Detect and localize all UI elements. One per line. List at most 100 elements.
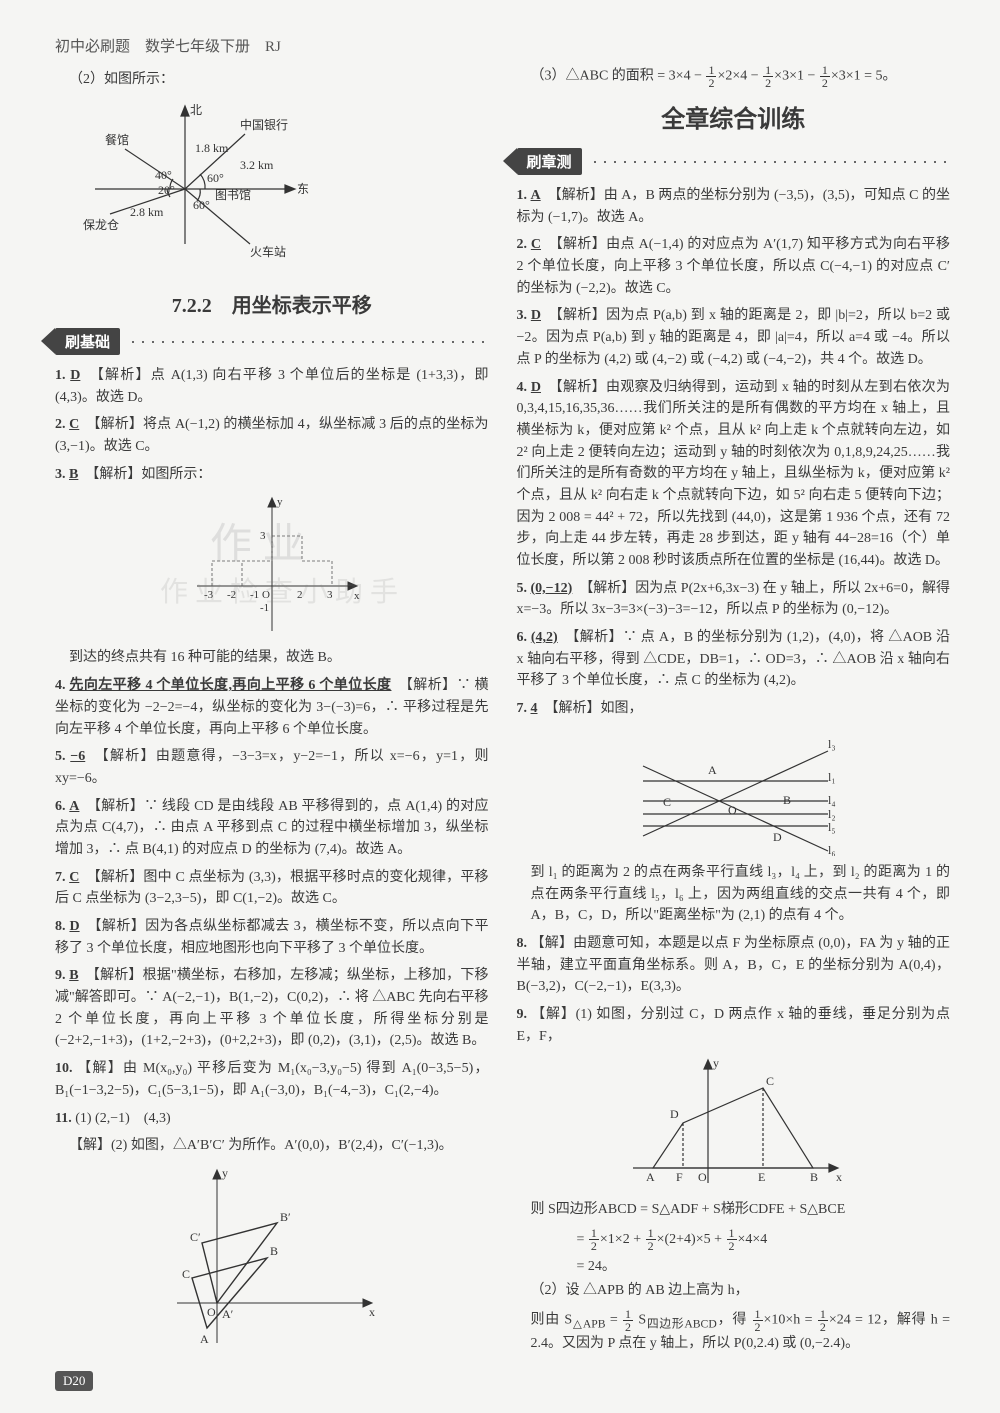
- r-item-9c: 则由 S△APB = 12 S四边形ABCD，得 12×10×h = 12×24…: [517, 1308, 951, 1355]
- dots-divider: [590, 161, 950, 163]
- svg-text:餐馆: 餐馆: [105, 132, 129, 147]
- svg-text:O: O: [207, 1305, 216, 1319]
- right-top-formula: （3）△ABC 的面积 = 3×4 − 12×2×4 − 12×3×1 − 12…: [517, 64, 951, 89]
- svg-text:60°: 60°: [207, 171, 224, 185]
- lines-diagram: l₃ l₁ l₄ l₂ l₅ l₆ A B C D O: [628, 726, 838, 856]
- svg-text:C′: C′: [190, 1230, 201, 1244]
- r-item-9a: 9. 【解】(1) 如图，分别过 C，D 两点作 x 轴的垂线，垂足分别为点 E…: [517, 1004, 951, 1047]
- svg-text:B: B: [783, 793, 791, 807]
- r-item-2: 2. C 【解析】由点 A(−1,4) 的对应点为 A′(1,7) 知平移方式为…: [517, 234, 951, 299]
- svg-text:F: F: [676, 1170, 683, 1184]
- r-item-4: 4. D 【解析】由观察及归纳得到，运动到 x 轴的时刻从左到右依次为 0,3,…: [517, 377, 951, 572]
- dots-divider: [128, 341, 488, 343]
- svg-text:60°: 60°: [193, 198, 210, 212]
- svg-text:B: B: [810, 1170, 818, 1184]
- item-10: 10. 【解】由 M(x₀,y₀) 平移后变为 M₁(x₀−3,y₀−5) 得到…: [55, 1058, 489, 1101]
- grid-diagram: x y O -3 -2 -1 2 3 3 -1: [182, 491, 362, 641]
- svg-text:A′: A′: [222, 1307, 234, 1321]
- svg-text:东: 东: [297, 182, 309, 196]
- r-item-3: 3. D 【解析】因为点 P(a,b) 到 x 轴的距离是 2，即 |b|=2，…: [517, 305, 951, 370]
- svg-text:3: 3: [260, 530, 266, 542]
- left-column: （2）如图所示： 北 东 中国银行 餐馆: [55, 64, 489, 1361]
- svg-text:1.8 km: 1.8 km: [195, 141, 229, 155]
- svg-text:C: C: [766, 1074, 774, 1088]
- svg-text:北: 北: [190, 103, 202, 117]
- svg-text:B′: B′: [280, 1210, 291, 1224]
- svg-text:3.2 km: 3.2 km: [240, 158, 274, 172]
- triangle-diagram: y x O A′ A B B′ C C′: [162, 1163, 382, 1353]
- badge-row-test: 刷章测: [517, 148, 951, 175]
- svg-text:A: A: [200, 1332, 209, 1346]
- r-item-9b: （2）设 △APB 的 AB 边上高为 h，: [517, 1280, 951, 1302]
- item-3: 3. B 【解析】如图所示：: [55, 464, 489, 486]
- svg-text:x: x: [354, 590, 360, 602]
- r-item-9-formula2: = 12×1×2 + 12×(2+4)×5 + 12×4×4: [517, 1227, 951, 1254]
- item-4: 4. 先向左平移 4 个单位长度,再向上平移 6 个单位长度 【解析】∵ 横坐标…: [55, 675, 489, 740]
- svg-text:y: y: [713, 1056, 719, 1070]
- svg-text:l₄: l₄: [828, 793, 836, 807]
- r-item-9-formula1: 则 S四边形ABCD = S△ADF + S梯形CDFE + S△BCE: [517, 1199, 951, 1221]
- svg-text:2: 2: [297, 589, 303, 601]
- badge-test: 刷章测: [517, 148, 582, 175]
- svg-text:20°: 20°: [158, 183, 175, 197]
- r-item-7-tail: 到 l₁ 的距离为 2 的点在两条平行直线 l₃，l₄ 上，到 l₂ 的距离为 …: [517, 862, 951, 927]
- chapter-title: 全章综合训练: [517, 99, 951, 134]
- item-8: 8. D 【解析】因为各点纵坐标都减去 3，横坐标不变，所以点向下平移了 3 个…: [55, 916, 489, 959]
- svg-text:E: E: [758, 1170, 765, 1184]
- svg-text:D: D: [773, 830, 782, 844]
- svg-text:中国银行: 中国银行: [240, 117, 288, 132]
- item-7: 7. C 【解析】图中 C 点坐标为 (3,3)，根据平移时点的变化规律，平移后…: [55, 867, 489, 910]
- svg-text:-3: -3: [204, 589, 214, 601]
- svg-text:y: y: [277, 496, 283, 508]
- svg-text:l₆: l₆: [828, 843, 836, 856]
- svg-text:l₅: l₅: [828, 820, 836, 834]
- r-item-5: 5. (0,−12) 【解析】因为点 P(2x+6,3x−3) 在 y 轴上，所…: [517, 578, 951, 621]
- svg-text:-2: -2: [227, 589, 236, 601]
- item-6: 6. A 【解析】∵ 线段 CD 是由线段 AB 平移得到的，点 A(1,4) …: [55, 796, 489, 861]
- svg-text:l₂: l₂: [828, 807, 836, 821]
- two-column-layout: （2）如图所示： 北 东 中国银行 餐馆: [55, 64, 950, 1361]
- right-column: （3）△ABC 的面积 = 3×4 − 12×2×4 − 12×3×1 − 12…: [517, 64, 951, 1361]
- item-2: 2. C 【解析】将点 A(−1,2) 的横坐标加 4，纵坐标减 3 后的点的坐…: [55, 414, 489, 457]
- svg-text:O: O: [728, 803, 737, 817]
- r-item-1: 1. A 【解析】由 A，B 两点的坐标分别为 (−3,5)，(3,5)，可知点…: [517, 185, 951, 228]
- svg-text:D: D: [670, 1107, 679, 1121]
- svg-text:O: O: [262, 589, 270, 601]
- svg-text:x: x: [369, 1305, 375, 1319]
- svg-text:保龙仓: 保龙仓: [83, 218, 119, 232]
- svg-text:x: x: [836, 1170, 842, 1184]
- item-3-tail: 到达的终点共有 16 种可能的结果，故选 B。: [55, 647, 489, 669]
- item-5: 5. −6 【解析】由题意得，−3−3=x，y−2=−1，所以 x=−6，y=1…: [55, 746, 489, 789]
- svg-text:2.8 km: 2.8 km: [130, 205, 164, 219]
- svg-text:C: C: [663, 795, 671, 809]
- r-item-8: 8. 【解】由题意可知，本题是以点 F 为坐标原点 (0,0)，FA 为 y 轴…: [517, 933, 951, 998]
- svg-text:-1: -1: [250, 589, 259, 601]
- svg-text:图书馆: 图书馆: [215, 187, 251, 202]
- svg-text:A: A: [646, 1170, 655, 1184]
- svg-text:y: y: [222, 1166, 228, 1180]
- page-header: 初中必刷题 数学七年级下册 RJ: [55, 35, 950, 56]
- svg-text:O: O: [698, 1170, 707, 1184]
- svg-text:40°: 40°: [155, 168, 172, 182]
- section-title: 7.2.2 用坐标表示平移: [55, 289, 489, 318]
- svg-text:B: B: [270, 1244, 278, 1258]
- r-item-7: 7. 4 【解析】如图，: [517, 698, 951, 720]
- compass-diagram: 北 东 中国银行 餐馆 保龙仓 图书馆 火车站 1.8 km 3.2 km 2.…: [55, 94, 315, 264]
- r-item-6: 6. (4,2) 【解析】∵ 点 A，B 的坐标分别为 (1,2)，(4,0)，…: [517, 627, 951, 692]
- item-1: 1. D 【解析】点 A(1,3) 向右平移 3 个单位后的坐标是 (1+3,3…: [55, 365, 489, 408]
- item-11b: 【解】(2) 如图，△A′B′C′ 为所作。A′(0,0)，B′(2,4)，C′…: [55, 1135, 489, 1157]
- svg-text:-1: -1: [260, 602, 269, 614]
- svg-text:l₁: l₁: [828, 770, 836, 784]
- badge-basic: 刷基础: [55, 328, 120, 355]
- page-number: D20: [55, 1371, 93, 1391]
- r-item-9-formula3: = 24。: [517, 1254, 951, 1281]
- quad-diagram: y x A F O E B D C: [618, 1053, 848, 1193]
- svg-text:火车站: 火车站: [250, 244, 286, 259]
- svg-text:A: A: [708, 763, 717, 777]
- svg-text:l₃: l₃: [828, 737, 836, 751]
- item-11a: 11. (1) (2,−1) (4,3): [55, 1108, 489, 1130]
- intro-text: （2）如图所示：: [69, 68, 489, 88]
- svg-text:3: 3: [327, 589, 333, 601]
- item-9: 9. B 【解析】根据"横坐标，右移加，左移减；纵坐标，上移加，下移减"解答即可…: [55, 965, 489, 1052]
- svg-text:C: C: [182, 1267, 190, 1281]
